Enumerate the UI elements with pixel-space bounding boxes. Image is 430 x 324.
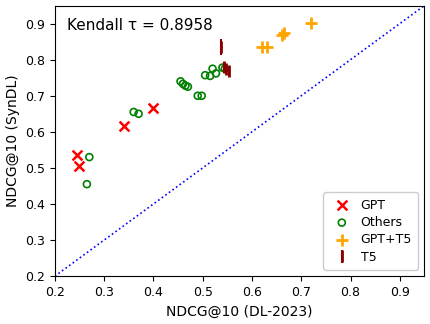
Text: Kendall τ = 0.8958: Kendall τ = 0.8958 bbox=[67, 18, 213, 33]
Others bbox=[177, 79, 184, 84]
Others bbox=[198, 93, 205, 98]
Others bbox=[135, 111, 142, 116]
Others bbox=[202, 73, 209, 78]
Others bbox=[219, 65, 226, 70]
Others bbox=[221, 66, 228, 71]
GPT+T5 bbox=[278, 32, 285, 38]
Others bbox=[83, 181, 90, 187]
Others bbox=[194, 93, 201, 98]
Others bbox=[184, 84, 191, 89]
GPT bbox=[150, 106, 157, 111]
Y-axis label: NDCG@10 (SynDL): NDCG@10 (SynDL) bbox=[6, 75, 19, 207]
Legend: GPT, Others, GPT+T5, T5: GPT, Others, GPT+T5, T5 bbox=[323, 192, 418, 270]
Others bbox=[86, 155, 93, 160]
Others bbox=[209, 66, 216, 71]
GPT+T5 bbox=[258, 44, 265, 50]
Others bbox=[207, 73, 214, 78]
Others bbox=[130, 110, 137, 115]
GPT bbox=[76, 164, 83, 169]
Others bbox=[182, 83, 189, 88]
Others bbox=[180, 81, 187, 87]
Others bbox=[212, 71, 219, 76]
GPT bbox=[74, 153, 80, 158]
GPT+T5 bbox=[307, 20, 314, 26]
GPT bbox=[120, 124, 127, 129]
GPT+T5 bbox=[263, 44, 270, 50]
GPT+T5 bbox=[280, 31, 287, 36]
X-axis label: NDCG@10 (DL-2023): NDCG@10 (DL-2023) bbox=[166, 305, 313, 318]
